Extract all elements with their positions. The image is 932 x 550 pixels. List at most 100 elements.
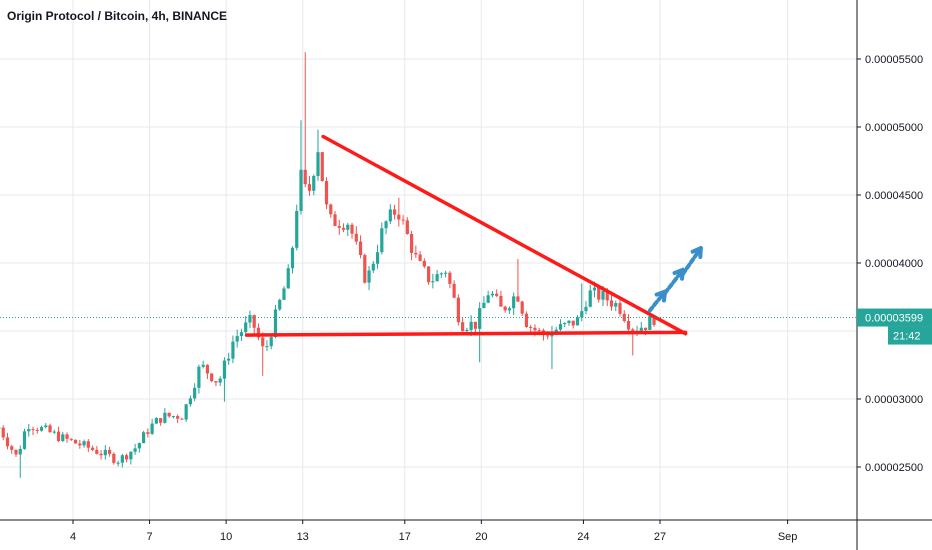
candle-up — [201, 360, 205, 369]
candle-body — [397, 214, 401, 220]
candle-body — [188, 398, 192, 405]
candle-down — [622, 310, 626, 323]
candle-body — [588, 290, 592, 307]
candle-body — [465, 329, 469, 332]
candle-body — [563, 323, 567, 325]
support-line — [244, 330, 688, 337]
candle-body — [422, 260, 426, 267]
candle-up — [316, 129, 320, 181]
candle-down — [461, 317, 465, 332]
candle-body — [261, 337, 265, 347]
last-price-tag: 0.00003599 21:42 — [0, 308, 932, 345]
candle-body — [337, 225, 341, 228]
candle-body — [333, 214, 337, 226]
candle-body — [435, 274, 439, 282]
candle-down — [95, 446, 99, 455]
candle-up — [384, 220, 388, 235]
candle-body — [414, 252, 418, 255]
x-tick-label: 27 — [654, 531, 666, 543]
candle-body — [142, 432, 146, 444]
candle-body — [1, 427, 5, 438]
candle-down — [10, 444, 14, 454]
candle-down — [159, 417, 163, 426]
candle-body — [103, 449, 107, 456]
candle-down — [405, 217, 409, 235]
candle-down — [354, 226, 358, 245]
candle-body — [65, 434, 69, 439]
candle-down — [358, 235, 363, 259]
candle-down — [256, 323, 261, 341]
candle-body — [503, 306, 507, 311]
candle-body — [295, 210, 299, 248]
x-tick-label: 17 — [399, 531, 411, 543]
candle-up — [248, 310, 252, 329]
candle-down — [414, 245, 418, 259]
candle-body — [282, 288, 286, 300]
candle-body — [639, 327, 643, 331]
candle-down — [452, 280, 456, 299]
candle-up — [39, 425, 44, 432]
candle-body — [35, 429, 39, 431]
candle-up — [218, 376, 222, 386]
candle-body — [39, 427, 44, 431]
candle-down — [99, 449, 103, 460]
candle-body — [597, 287, 601, 300]
resistance-line — [321, 134, 688, 336]
candle-body — [167, 412, 171, 417]
candle-body — [537, 330, 541, 332]
candle-down — [499, 290, 503, 307]
candle-body — [201, 364, 205, 367]
candle-down — [503, 305, 507, 313]
candle-down — [180, 417, 184, 420]
candle-body — [116, 462, 120, 464]
candle-down — [333, 210, 337, 227]
candle-body — [107, 449, 112, 454]
candle-body — [235, 336, 239, 342]
candle-down — [609, 294, 614, 311]
candle-down — [14, 449, 18, 457]
candle-up — [371, 261, 375, 273]
candle-body — [316, 152, 320, 176]
candle-body — [473, 321, 477, 329]
candle-body — [516, 296, 520, 302]
candle-body — [146, 432, 150, 434]
candle-body — [124, 455, 129, 460]
candle-up — [563, 322, 567, 328]
candle-body — [286, 268, 290, 289]
candle-up — [188, 395, 192, 407]
arrow-shaft — [647, 289, 668, 313]
candle-up — [129, 451, 133, 465]
candle-body — [48, 425, 52, 433]
candle-up — [61, 431, 65, 443]
candle-up — [444, 270, 448, 278]
candle-down — [571, 320, 575, 329]
candle-body — [22, 431, 27, 449]
candle-up — [435, 269, 439, 282]
candle-up — [120, 453, 124, 468]
candle-down — [5, 432, 10, 450]
candle-body — [329, 204, 333, 215]
candle-up — [639, 321, 643, 332]
candle-up — [52, 429, 56, 434]
candle-body — [218, 378, 222, 383]
candle-body — [154, 418, 158, 424]
candle-body — [320, 152, 324, 182]
candle-up — [171, 415, 175, 419]
candle-up — [239, 328, 244, 341]
candle-up — [133, 443, 137, 455]
candle-body — [418, 254, 422, 261]
y-tick-label: 0.00004500 — [865, 190, 923, 202]
candle-up — [286, 264, 290, 289]
x-tick-label: 7 — [147, 531, 153, 543]
candle-up — [154, 417, 158, 424]
candle-down — [626, 314, 631, 334]
candle-up — [269, 334, 273, 350]
candle-body — [312, 175, 316, 191]
candle-body — [31, 429, 35, 431]
candle-down — [56, 426, 61, 443]
candle-body — [278, 299, 282, 310]
last-price-box — [857, 308, 932, 327]
candle-down — [176, 414, 180, 424]
candle-up — [380, 222, 384, 255]
